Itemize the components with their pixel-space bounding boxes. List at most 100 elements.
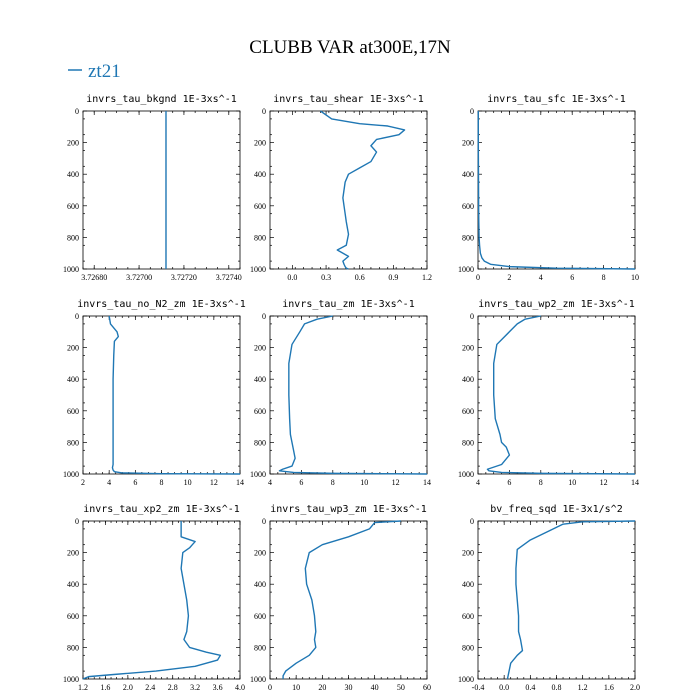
x-tick-label: 6 — [133, 478, 137, 487]
x-tick-label: 0.6 — [355, 273, 365, 282]
y-tick-label: 400 — [462, 170, 474, 179]
x-tick-label: 0 — [268, 683, 272, 692]
x-tick-label: 14 — [631, 478, 639, 487]
y-tick-label: 600 — [254, 612, 266, 621]
y-tick-label: 600 — [67, 202, 79, 211]
x-tick-label: 60 — [423, 683, 431, 692]
y-tick-label: 400 — [67, 375, 79, 384]
x-tick-label: 50 — [397, 683, 405, 692]
y-tick-label: 800 — [254, 438, 266, 447]
panel-title: invrs_tau_shear 1E-3xs^-1 — [273, 94, 424, 105]
x-tick-label: 3.72700 — [126, 273, 152, 282]
chart-panel: invrs_tau_bkgnd 1E-3xs^-1 0 200 400 600 800 10… — [63, 94, 242, 282]
plot-frame — [82, 315, 241, 475]
y-tick-label: 800 — [67, 643, 79, 652]
x-tick-label: 4 — [268, 478, 272, 487]
y-tick-label: 0 — [75, 312, 79, 321]
x-tick-label: 12 — [392, 478, 400, 487]
x-tick-label: 3.2 — [190, 683, 200, 692]
x-tick-label: 2 — [507, 273, 511, 282]
plot-frame — [82, 110, 241, 270]
y-tick-label: 600 — [254, 407, 266, 416]
y-tick-label: 200 — [462, 139, 474, 148]
y-tick-label: 600 — [462, 612, 474, 621]
x-tick-label: 1.6 — [100, 683, 110, 692]
y-tick-label: 1000 — [458, 470, 474, 479]
chart-panel: invrs_tau_wp2_zm 1E-3xs^-1 0 200 400 600 800 1… — [458, 299, 639, 487]
y-tick-label: 200 — [254, 139, 266, 148]
y-tick-label: 400 — [67, 170, 79, 179]
chart-panel: invrs_tau_no_N2_zm 1E-3xs^-1 0 200 400 600 80… — [63, 299, 246, 487]
plot-frame — [269, 520, 428, 680]
x-tick-label: 10 — [360, 478, 368, 487]
chart-panel: invrs_tau_shear 1E-3xs^-1 0 200 400 600 800 10… — [250, 94, 432, 282]
x-tick-label: 10 — [631, 273, 639, 282]
x-tick-label: 0.0 — [499, 683, 509, 692]
panel-title: invrs_tau_xp2_zm 1E-3xs^-1 — [83, 504, 240, 515]
x-tick-label: 20 — [318, 683, 326, 692]
x-tick-label: 3.72740 — [216, 273, 242, 282]
y-tick-label: 0 — [262, 517, 266, 526]
x-tick-label: 4 — [476, 478, 480, 487]
x-tick-label: 30 — [345, 683, 353, 692]
y-tick-label: 1000 — [250, 470, 266, 479]
y-tick-label: 0 — [470, 312, 474, 321]
y-tick-label: 0 — [470, 107, 474, 116]
y-tick-label: 600 — [462, 202, 474, 211]
y-tick-label: 400 — [254, 580, 266, 589]
x-tick-label: 12 — [210, 478, 218, 487]
series-line — [278, 315, 428, 475]
x-tick-label: 4 — [107, 478, 111, 487]
tick-marks — [82, 520, 241, 680]
y-tick-label: 200 — [67, 549, 79, 558]
x-tick-label: 2.8 — [168, 683, 178, 692]
y-tick-label: 1000 — [458, 675, 474, 684]
tick-marks — [269, 520, 428, 680]
y-tick-label: 400 — [254, 170, 266, 179]
x-tick-label: 2.0 — [123, 683, 133, 692]
chart-panel: invrs_tau_xp2_zm 1E-3xs^-1 0 200 400 600 800 1… — [63, 504, 245, 692]
y-tick-label: 0 — [262, 312, 266, 321]
x-tick-label: 8 — [602, 273, 606, 282]
x-tick-label: 8 — [331, 478, 335, 487]
legend-label: zt21 — [88, 61, 121, 82]
x-tick-label: 1.2 — [422, 273, 432, 282]
series-line — [477, 111, 636, 270]
x-tick-label: 0.4 — [525, 683, 535, 692]
legend: zt21 — [68, 61, 121, 82]
x-tick-label: 2.4 — [145, 683, 155, 692]
x-tick-label: 0.0 — [287, 273, 297, 282]
x-tick-label: 2 — [81, 478, 85, 487]
y-tick-label: 400 — [462, 580, 474, 589]
series-line — [108, 315, 241, 475]
x-tick-label: -0.4 — [472, 683, 485, 692]
series-line — [82, 521, 222, 680]
tick-marks — [477, 520, 636, 680]
x-tick-label: 1.2 — [78, 683, 88, 692]
x-tick-label: 0.9 — [388, 273, 398, 282]
x-tick-label: 40 — [371, 683, 379, 692]
y-tick-label: 200 — [67, 139, 79, 148]
plot-frame — [269, 110, 428, 270]
y-tick-label: 1000 — [458, 265, 474, 274]
chart-panel: invrs_tau_zm 1E-3xs^-1 0 200 400 600 800 10004… — [250, 299, 431, 487]
y-tick-label: 800 — [462, 438, 474, 447]
y-tick-label: 600 — [462, 407, 474, 416]
x-tick-label: 0 — [476, 273, 480, 282]
plot-frame — [477, 110, 636, 270]
x-tick-label: 10 — [292, 683, 300, 692]
y-tick-label: 1000 — [63, 675, 79, 684]
x-tick-label: 3.72720 — [171, 273, 197, 282]
y-tick-label: 200 — [254, 344, 266, 353]
x-tick-label: 4 — [539, 273, 543, 282]
y-tick-label: 400 — [67, 580, 79, 589]
y-tick-label: 400 — [254, 375, 266, 384]
y-tick-label: 400 — [462, 375, 474, 384]
x-tick-label: 6 — [507, 478, 511, 487]
y-tick-label: 600 — [67, 407, 79, 416]
y-tick-label: 800 — [254, 643, 266, 652]
y-tick-label: 800 — [67, 233, 79, 242]
x-tick-label: 3.6 — [213, 683, 223, 692]
y-tick-label: 1000 — [63, 265, 79, 274]
figure-title: CLUBB VAR at300E,17N — [249, 37, 451, 58]
